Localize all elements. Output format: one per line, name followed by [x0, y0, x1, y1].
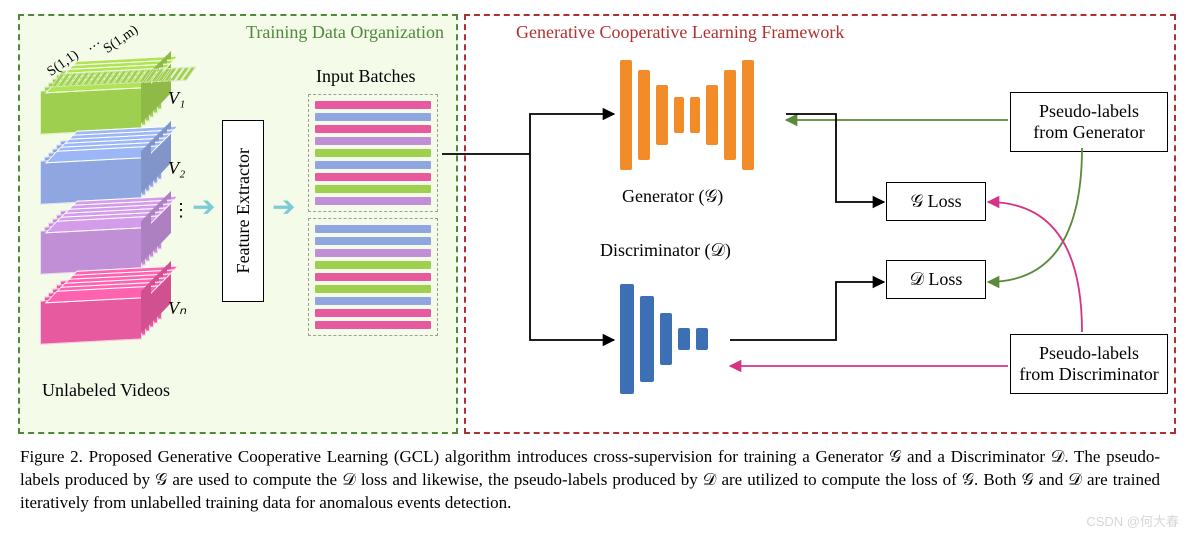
batch-row — [315, 137, 431, 145]
batch-row — [315, 309, 431, 317]
d-loss-box: 𝒟 Loss — [886, 260, 986, 299]
batch-row — [315, 285, 431, 293]
batch-row — [315, 113, 431, 121]
video-label-1: V₁ — [168, 88, 185, 109]
feature-extractor-label: Feature Extractor — [233, 148, 254, 273]
video-label-n: Vₙ — [168, 298, 186, 319]
video-label-2: V₂ — [168, 158, 185, 179]
network-layer-bar — [742, 60, 754, 170]
network-layer-bar — [696, 328, 708, 350]
arrow-to-batches-icon: ➔ — [272, 190, 295, 224]
video-label-dots: ⋮ — [172, 200, 190, 221]
network-layer-bar — [638, 70, 650, 160]
batch-row — [315, 125, 431, 133]
discriminator-network — [620, 284, 708, 394]
unlabeled-videos-label: Unlabeled Videos — [42, 380, 170, 401]
watermark: CSDN @何大春 — [1086, 511, 1179, 530]
pseudo-labels-generator-box: Pseudo-labels from Generator — [1010, 92, 1168, 152]
pl-d-line1: Pseudo-labels — [1039, 343, 1139, 363]
network-layer-bar — [620, 284, 634, 394]
batch-group-bottom — [308, 218, 438, 336]
network-layer-bar — [656, 85, 668, 145]
network-layer-bar — [706, 85, 718, 145]
batch-row — [315, 161, 431, 169]
network-layer-bar — [660, 313, 672, 365]
pl-d-line2: from Discriminator — [1019, 364, 1158, 384]
batch-row — [315, 297, 431, 305]
generator-network — [620, 60, 754, 170]
network-layer-bar — [724, 70, 736, 160]
g-loss-box: 𝒢 Loss — [886, 182, 986, 221]
feature-extractor-box: Feature Extractor — [222, 120, 264, 302]
network-layer-bar — [640, 296, 654, 382]
figure-caption: Figure 2. Proposed Generative Cooperativ… — [20, 446, 1160, 515]
batch-row — [315, 197, 431, 205]
generator-label: Generator (𝒢) — [622, 186, 723, 207]
batch-row — [315, 173, 431, 181]
pl-g-line1: Pseudo-labels — [1039, 101, 1139, 121]
input-batches — [308, 94, 438, 342]
network-layer-bar — [674, 97, 684, 133]
batch-row — [315, 225, 431, 233]
batch-row — [315, 149, 431, 157]
arrow-to-extractor-icon: ➔ — [192, 190, 215, 224]
network-layer-bar — [690, 97, 700, 133]
batch-row — [315, 249, 431, 257]
left-panel-title: Training Data Organization — [246, 22, 444, 43]
batch-row — [315, 321, 431, 329]
pseudo-labels-discriminator-box: Pseudo-labels from Discriminator — [1010, 334, 1168, 394]
discriminator-label: Discriminator (𝒟) — [600, 240, 731, 261]
pl-g-line2: from Generator — [1033, 122, 1144, 142]
batch-row — [315, 273, 431, 281]
video-cuboid — [40, 295, 142, 344]
batch-row — [315, 261, 431, 269]
batch-row — [315, 185, 431, 193]
batch-row — [315, 101, 431, 109]
batch-row — [315, 237, 431, 245]
network-layer-bar — [678, 328, 690, 350]
right-panel-title: Generative Cooperative Learning Framewor… — [516, 22, 844, 43]
batch-group-top — [308, 94, 438, 212]
network-layer-bar — [620, 60, 632, 170]
input-batches-title: Input Batches — [316, 66, 415, 87]
